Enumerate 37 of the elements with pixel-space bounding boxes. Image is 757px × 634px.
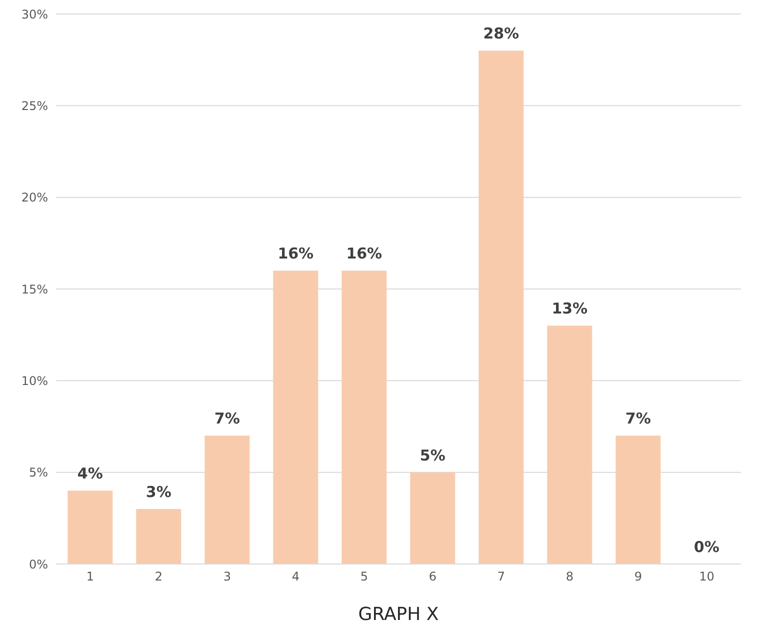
bar — [136, 509, 182, 564]
x-tick-label: 4 — [292, 570, 300, 584]
x-tick-label: 7 — [497, 570, 506, 584]
x-tick-label: 2 — [154, 570, 163, 584]
bar — [273, 270, 318, 564]
y-tick-label: 30% — [21, 7, 48, 22]
bar — [616, 436, 661, 564]
x-tick-label: 3 — [223, 570, 232, 584]
x-tick-label: 9 — [634, 570, 642, 584]
bar — [547, 326, 592, 564]
bar — [204, 436, 250, 564]
data-label: 5% — [420, 446, 446, 464]
data-label: 13% — [552, 300, 588, 318]
y-tick-label: 25% — [21, 98, 48, 113]
data-label: 7% — [214, 410, 240, 428]
bar — [342, 270, 387, 564]
y-tick-label: 5% — [28, 466, 48, 480]
y-tick-label: 10% — [21, 374, 48, 388]
data-label: 16% — [278, 244, 314, 263]
y-tick-label: 0% — [28, 557, 48, 572]
data-label: 3% — [146, 483, 172, 501]
x-tick-label: 10 — [699, 570, 714, 584]
data-label: 4% — [77, 464, 103, 483]
y-tick-label: 15% — [21, 282, 48, 296]
data-label: 16% — [346, 244, 382, 263]
bar — [410, 472, 456, 564]
bar — [68, 490, 113, 564]
x-tick-label: 5 — [360, 570, 368, 584]
x-tick-label: 1 — [86, 570, 94, 584]
bar — [478, 50, 524, 564]
x-axis-title: GRAPH X — [358, 604, 439, 625]
data-label: 7% — [625, 410, 651, 428]
y-tick-label: 20% — [21, 190, 48, 205]
x-tick-label: 6 — [428, 570, 437, 584]
data-label: 28% — [483, 24, 520, 43]
x-tick-label: 8 — [566, 570, 574, 584]
data-label: 0% — [694, 538, 720, 556]
